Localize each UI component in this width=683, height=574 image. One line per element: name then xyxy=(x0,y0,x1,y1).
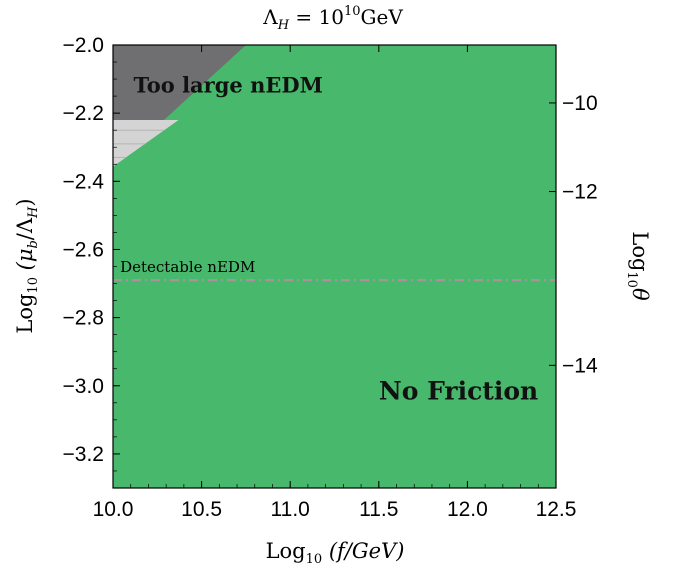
x-tick-label: 12.0 xyxy=(447,498,488,521)
y2label-sub: 10 xyxy=(624,271,639,288)
title-eq: = 10 xyxy=(289,5,344,29)
region-excluded-light xyxy=(113,119,179,167)
y-axis-label: Log10 (μb/ΛH) xyxy=(13,198,41,333)
ylabel-open: (μ xyxy=(13,249,37,278)
x-tick-label: 12.5 xyxy=(536,498,577,521)
y-tick-label: −2.4 xyxy=(63,170,105,193)
y-tick-label: −2.8 xyxy=(63,307,104,330)
xlabel-sub: 10 xyxy=(306,552,323,567)
line-label-detectable-nedm: Detectable nEDM xyxy=(120,258,255,276)
title-sub: H xyxy=(277,18,290,33)
chart-title: ΛH = 1010GeV xyxy=(262,4,403,33)
title-unit: GeV xyxy=(361,5,404,29)
region-no-friction xyxy=(113,45,556,488)
y2label-log: Log xyxy=(628,231,652,271)
x-tick-label: 11.0 xyxy=(271,498,310,521)
y-tick-label: −2.0 xyxy=(63,34,104,57)
ylabel-log: Log xyxy=(13,294,37,334)
ylabel-sub-b: b xyxy=(26,240,41,248)
y2-axis-label: Log10θ xyxy=(624,231,652,301)
title-sup: 10 xyxy=(344,4,361,19)
x-tick-label: 11.5 xyxy=(359,498,398,521)
y2-tick-label: −12 xyxy=(562,181,598,204)
y-tick-label: −2.6 xyxy=(63,238,104,261)
y-tick-label: −3.0 xyxy=(63,375,104,398)
xlabel-log: Log xyxy=(266,539,306,563)
ylabel-sub-h: H xyxy=(26,206,41,219)
region-label-too-large-nedm: Too large nEDM xyxy=(134,73,323,98)
title-lambda: Λ xyxy=(262,5,278,29)
ylabel-sub: 10 xyxy=(26,277,41,294)
region-label-no-friction: No Friction xyxy=(379,376,538,405)
x-tick-label: 10.0 xyxy=(93,498,134,521)
y2-tick-label: −14 xyxy=(562,354,598,377)
y-tick-label: −2.2 xyxy=(63,102,104,125)
ylabel-mid: /Λ xyxy=(13,217,37,240)
y2-tick-label: −10 xyxy=(562,92,598,115)
region-too-large-nedm xyxy=(113,45,246,167)
xlabel-body: (f/GeV) xyxy=(322,539,404,563)
y-tick-label: −3.2 xyxy=(63,443,104,466)
x-tick-label: 10.5 xyxy=(181,498,222,521)
y2label-theta: θ xyxy=(628,288,652,301)
x-axis-label: Log10 (f/GeV) xyxy=(266,539,405,567)
ylabel-close: ) xyxy=(13,198,37,206)
